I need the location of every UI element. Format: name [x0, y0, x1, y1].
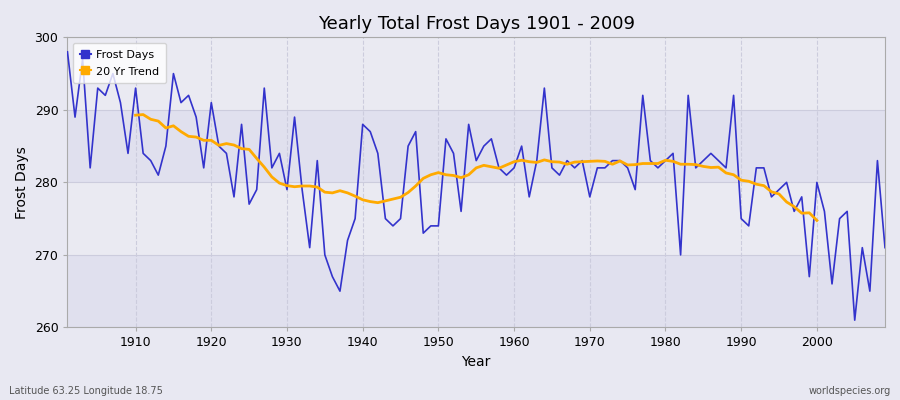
20 Yr Trend: [221, 141, 232, 146]
20 Yr Trend: [796, 211, 807, 216]
20 Yr Trend: [297, 184, 308, 188]
Legend: Frost Days, 20 Yr Trend: Frost Days, 20 Yr Trend: [73, 43, 166, 83]
Frost Days: [122, 151, 133, 156]
Text: Latitude 63.25 Longitude 18.75: Latitude 63.25 Longitude 18.75: [9, 386, 163, 396]
Frost Days: [599, 166, 610, 170]
Frost Days: [289, 115, 300, 120]
Text: worldspecies.org: worldspecies.org: [809, 386, 891, 396]
20 Yr Trend: [812, 218, 823, 223]
Bar: [68, 182, 885, 255]
20 Yr Trend: [713, 165, 724, 170]
Line: 20 Yr Trend: 20 Yr Trend: [136, 114, 817, 220]
Frost Days: [879, 245, 890, 250]
Bar: [68, 255, 885, 328]
Frost Days: [501, 173, 512, 178]
20 Yr Trend: [130, 113, 141, 118]
20 Yr Trend: [312, 185, 323, 190]
Bar: [68, 110, 885, 182]
Bar: [68, 37, 885, 110]
20 Yr Trend: [138, 112, 148, 117]
Frost Days: [335, 289, 346, 294]
X-axis label: Year: Year: [462, 355, 490, 369]
Frost Days: [508, 166, 519, 170]
Frost Days: [850, 318, 860, 322]
Title: Yearly Total Frost Days 1901 - 2009: Yearly Total Frost Days 1901 - 2009: [318, 15, 634, 33]
Line: Frost Days: Frost Days: [68, 52, 885, 320]
20 Yr Trend: [804, 210, 814, 215]
Y-axis label: Frost Days: Frost Days: [15, 146, 29, 219]
Frost Days: [62, 50, 73, 54]
